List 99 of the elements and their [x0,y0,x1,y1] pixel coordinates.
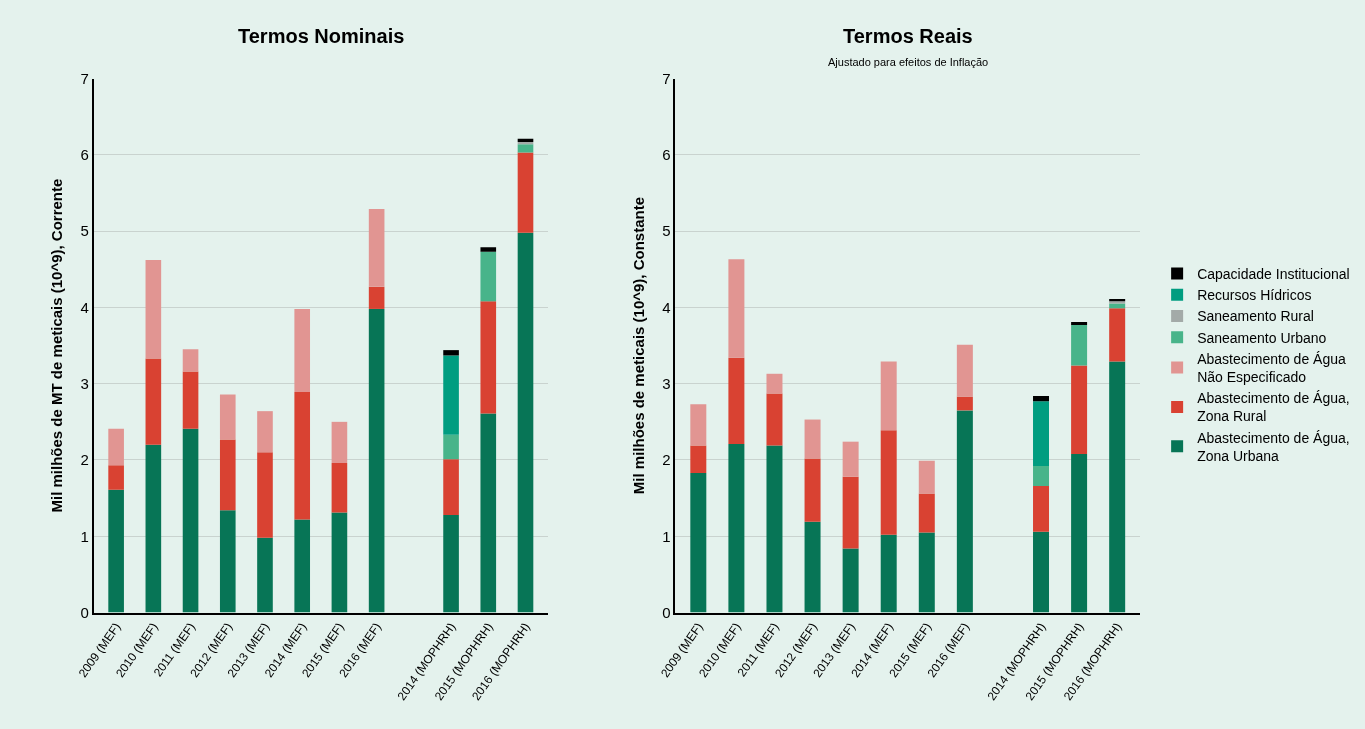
y-tick-label: 7 [80,69,89,87]
bar [1071,365,1088,454]
bar [145,260,162,359]
bar [294,308,311,393]
bar [728,357,745,444]
bar [842,476,859,549]
bar [1033,401,1050,467]
y-tick-label: 0 [662,603,671,621]
bar [1109,308,1126,362]
legend-label: Abastecimento de Água, Zona Urbana [1197,429,1350,464]
bar [690,472,707,613]
bar [145,444,162,613]
bar [368,308,385,613]
y-tick-label: 4 [80,298,89,316]
bar [145,358,162,445]
y-tick-label: 0 [80,603,89,621]
bar [480,413,497,613]
bar [257,537,273,613]
bar [804,458,821,522]
bar [1033,485,1050,532]
bar [956,396,973,411]
bar [331,463,348,513]
bar [804,419,821,459]
bar [480,251,497,302]
bar [1071,321,1088,325]
legend-label: Recursos Hídricos [1197,287,1312,304]
y-axis-title: Mil milhões de meticais (10^9), Constante [629,196,647,495]
bar [108,489,124,613]
bar [517,152,534,233]
bar [880,534,897,613]
y-tick-label: 2 [80,451,89,469]
bar [918,460,935,494]
bar [766,393,783,446]
bar [690,404,707,446]
y-tick-label: 2 [662,451,671,469]
bar [108,465,124,490]
bar [443,459,459,515]
legend-label: Saneamento Rural [1197,308,1314,325]
chart-title: Termos Reais [843,25,973,47]
bar [443,434,459,460]
bar [294,392,311,520]
bar [219,439,236,511]
bar [728,443,745,613]
y-tick-label: 7 [662,69,671,87]
y-tick-label: 6 [662,146,671,164]
bar [804,521,821,613]
y-tick-label: 1 [662,527,671,545]
bar [108,428,124,466]
bar [368,209,385,287]
bar [690,445,707,473]
legend-label: Abastecimento de Água Não Especificado [1197,350,1346,386]
legend-label: Capacidade Institucional [1197,266,1350,283]
bar [182,371,199,429]
bar [728,259,745,358]
y-axis-title: Mil milhões de MT de meticais (10^9), Corrente [48,178,66,513]
bar [331,512,348,613]
bar [1033,466,1050,486]
bar [443,514,459,613]
bar [1071,453,1088,613]
bar [1071,324,1088,366]
bar [368,286,385,309]
bar [443,350,459,356]
bar [918,493,935,533]
y-tick-label: 1 [80,527,89,545]
bar [443,355,459,435]
bar [182,428,199,613]
bar [331,421,348,464]
legend-label: Saneamento Urbano [1197,329,1327,346]
bar [219,394,236,440]
bar [257,411,273,453]
bar [766,373,783,394]
bar [219,510,236,613]
y-tick-label: 3 [80,374,89,392]
bar [880,361,897,431]
bar [517,232,534,613]
bar [918,532,935,613]
y-tick-label: 3 [662,374,671,392]
bar [182,349,199,372]
bar [480,301,497,414]
bar [480,247,497,252]
bar [517,144,534,153]
bar [956,410,973,613]
bar [766,445,783,613]
bar [257,452,273,538]
y-tick-label: 5 [662,222,671,240]
bar [294,519,311,613]
y-tick-label: 5 [80,222,89,240]
bar [956,344,973,397]
bar [1033,531,1050,613]
chart-subtitle: Ajustado para efeitos de Inflação [828,56,989,68]
bar [880,430,897,535]
bar [1109,361,1126,613]
y-tick-label: 4 [662,298,671,316]
bar [1033,395,1050,402]
y-tick-label: 6 [80,146,89,164]
chart-title: Termos Nominais [238,25,405,47]
bar [842,441,859,477]
bar [842,548,859,613]
legend-label: Abastecimento de Água, Zona Rural [1197,390,1350,425]
